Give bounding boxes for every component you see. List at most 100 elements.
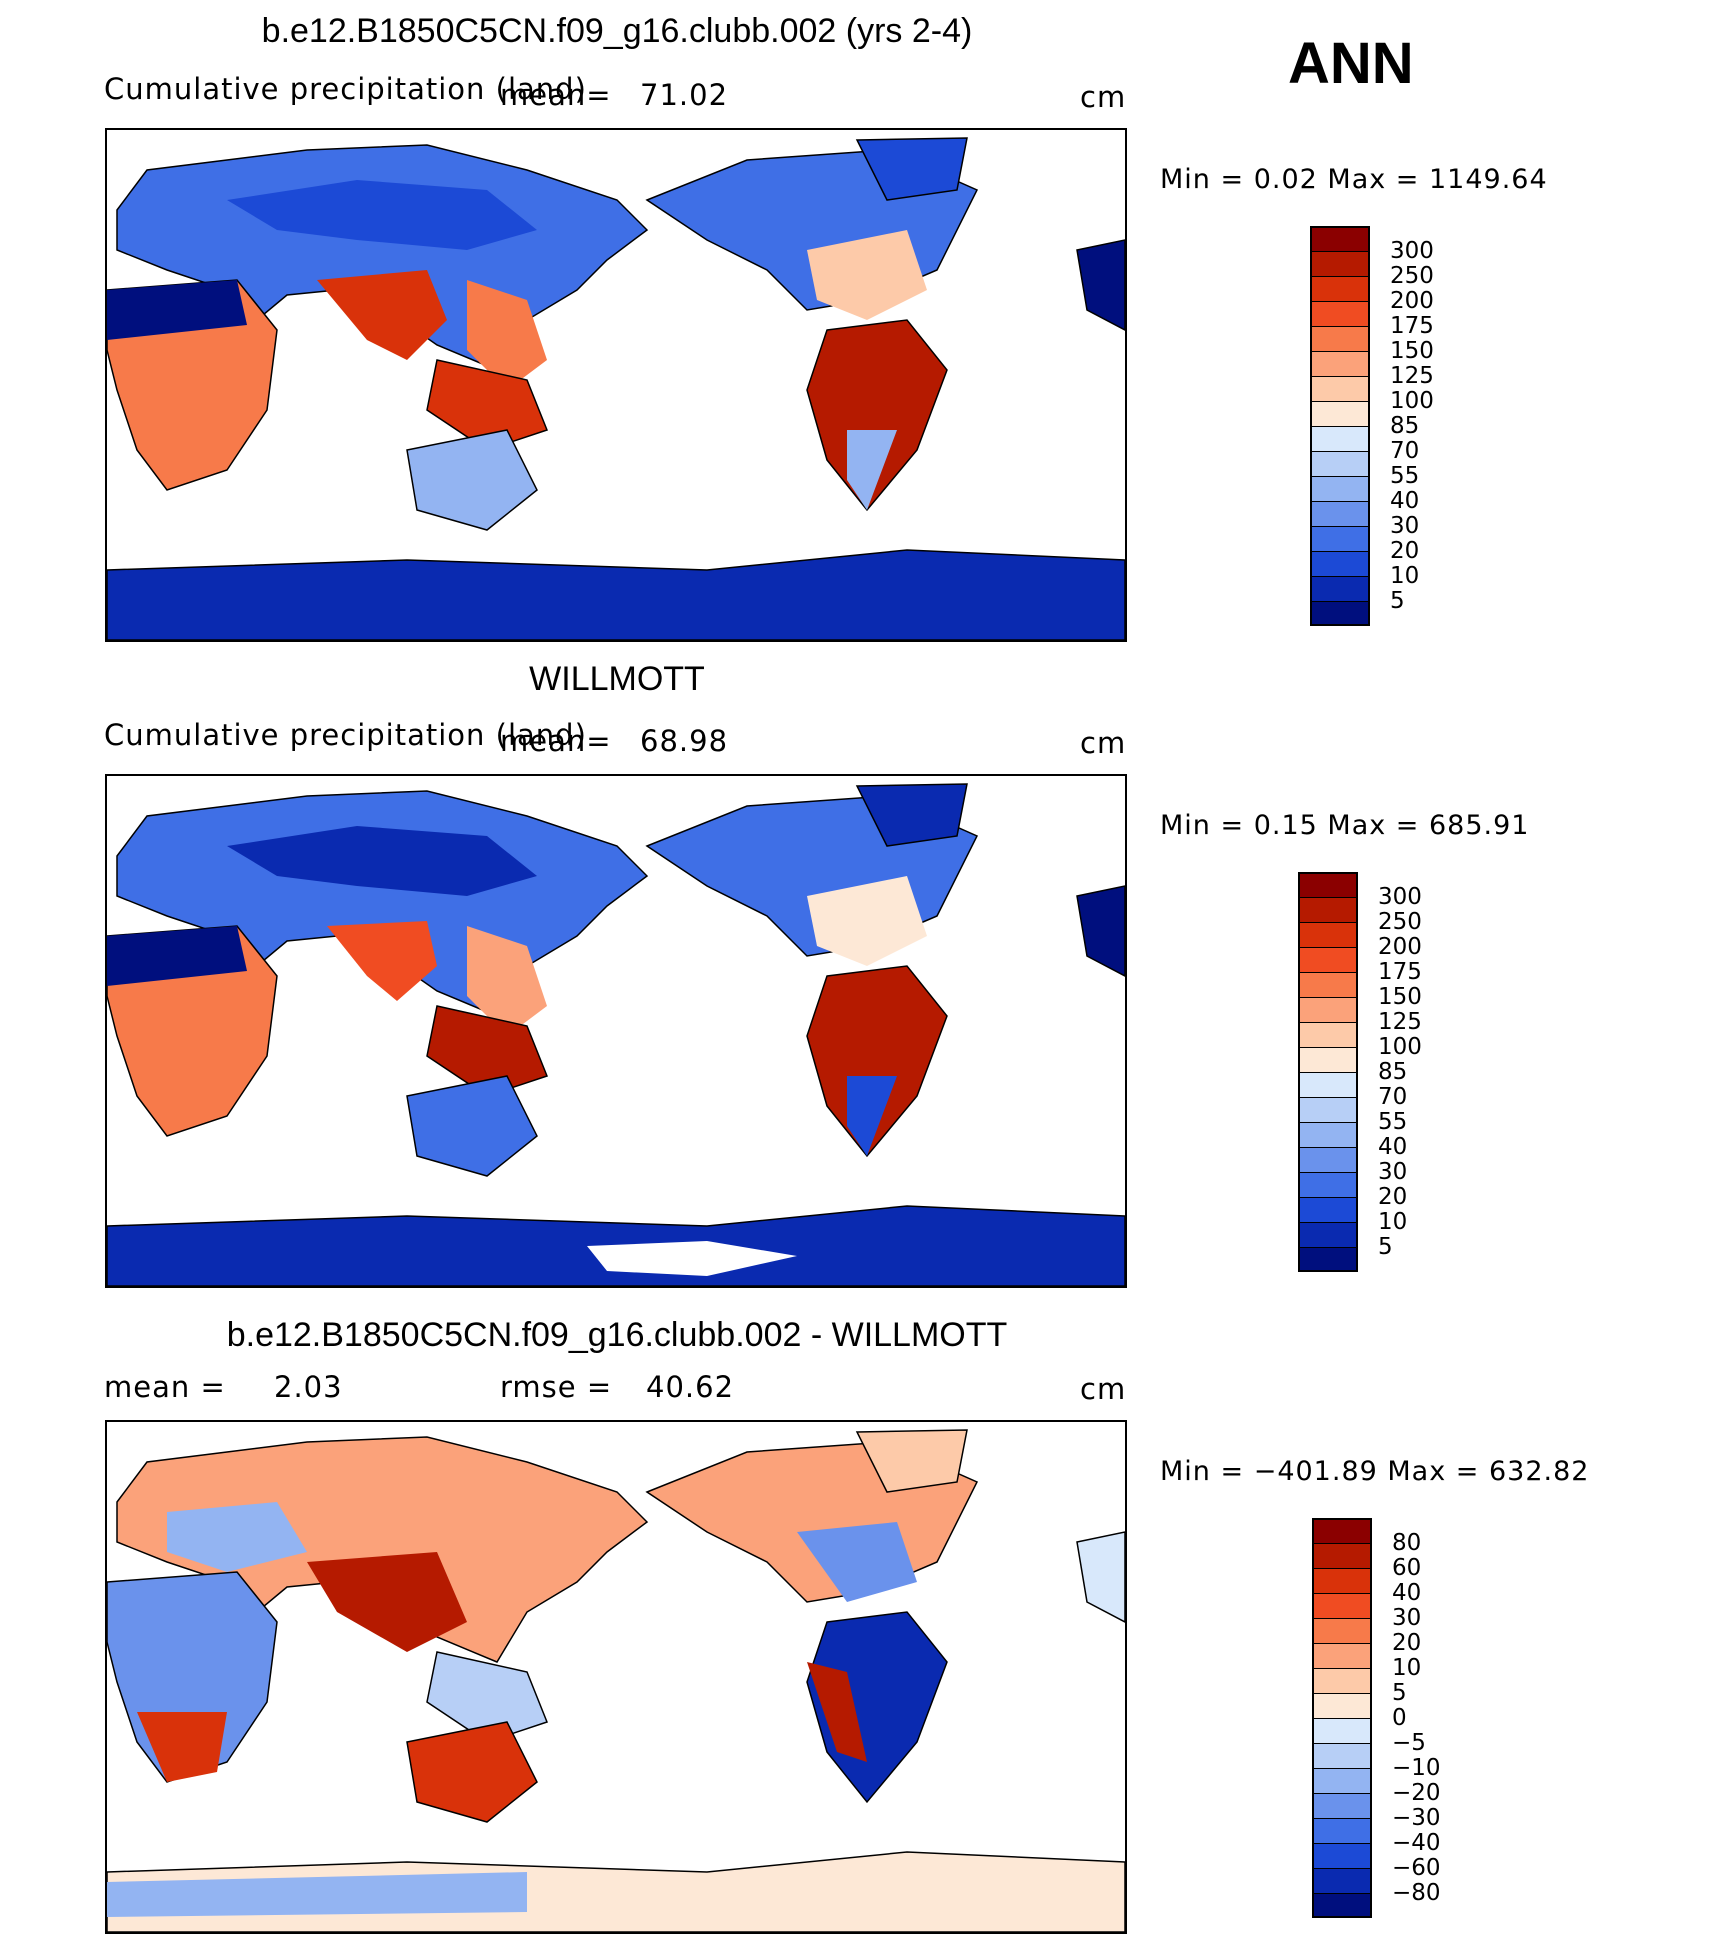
- colorbar-swatch: [1312, 1793, 1372, 1818]
- colorbar-swatch: [1298, 1247, 1358, 1272]
- colorbar-swatch: [1310, 376, 1370, 401]
- greenland-region: [855, 783, 968, 847]
- colorbar-swatch: [1310, 601, 1370, 626]
- east-edge-region: [1076, 239, 1125, 331]
- colorbar-label: −60: [1392, 1855, 1441, 1881]
- colorbar-swatch: [1298, 1047, 1358, 1072]
- colorbar-label: 30: [1378, 1159, 1408, 1185]
- panel3-mean-value: 2.03: [274, 1370, 343, 1404]
- panel1-mean-value: 71.02: [640, 78, 729, 112]
- colorbar-swatch: [1310, 426, 1370, 451]
- south-asia-region: [317, 270, 447, 360]
- antarctica-region: [107, 549, 1125, 640]
- colorbar-label: 40: [1390, 488, 1420, 514]
- panel3-rmse-label: rmse =: [500, 1370, 613, 1404]
- colorbar-swatch: [1298, 1172, 1358, 1197]
- panel2-map-svg: [107, 783, 1125, 1286]
- colorbar-swatch: [1298, 947, 1358, 972]
- tibet-region: [307, 1552, 467, 1652]
- colorbar-swatch: [1312, 1718, 1372, 1743]
- colorbar-label: −40: [1392, 1830, 1441, 1856]
- southern-africa-region: [137, 1712, 227, 1782]
- colorbar-label: −30: [1392, 1805, 1441, 1831]
- south-asia-region: [327, 921, 437, 1001]
- panel3-rmse-value: 40.62: [646, 1370, 735, 1404]
- colorbar-swatch: [1298, 1097, 1358, 1122]
- colorbar-swatch: [1310, 576, 1370, 601]
- colorbar-label: 20: [1392, 1630, 1422, 1656]
- colorbar-swatch: [1312, 1668, 1372, 1693]
- europe-region: [167, 1502, 307, 1572]
- panel2-title: WILLMOTT: [529, 660, 705, 698]
- colorbar-label: 300: [1378, 884, 1422, 910]
- panel2-units: cm: [1080, 726, 1127, 760]
- colorbar-swatch: [1310, 551, 1370, 576]
- colorbar-label: 85: [1390, 413, 1420, 439]
- colorbar-label: 60: [1392, 1555, 1422, 1581]
- colorbar-swatch: [1298, 1122, 1358, 1147]
- colorbar-label: 0: [1392, 1705, 1407, 1731]
- colorbar-label: 125: [1378, 1009, 1422, 1035]
- colorbar-swatch: [1312, 1818, 1372, 1843]
- east-asia-region: [467, 280, 547, 390]
- east-asia-region: [467, 926, 547, 1036]
- antarctica-missing-region: [587, 1241, 797, 1276]
- maritime-asia-region: [426, 1005, 548, 1097]
- colorbar-swatch: [1298, 922, 1358, 947]
- colorbar-swatch: [1298, 1022, 1358, 1047]
- southern-cone-region: [847, 430, 897, 510]
- colorbar-label: 5: [1392, 1680, 1407, 1706]
- colorbar-label: 30: [1390, 513, 1420, 539]
- panel2-mean-label: mean=: [500, 724, 612, 758]
- colorbar-swatch: [1312, 1643, 1372, 1668]
- colorbar-swatch: [1312, 1843, 1372, 1868]
- eastern-us-region: [797, 1522, 917, 1602]
- south-america-region: [806, 965, 948, 1158]
- colorbar-label: 250: [1378, 909, 1422, 935]
- panel3-title: b.e12.B1850C5CN.f09_g16.clubb.002 - WILL…: [226, 1316, 1008, 1354]
- colorbar-swatch: [1312, 1568, 1372, 1593]
- colorbar-label: −20: [1392, 1780, 1441, 1806]
- colorbar-swatch: [1298, 997, 1358, 1022]
- colorbar-label: 20: [1378, 1184, 1408, 1210]
- colorbar-frame: [1312, 1518, 1372, 1918]
- colorbar-label: 30: [1392, 1605, 1422, 1631]
- east-edge-region: [1076, 1531, 1125, 1623]
- panel2-mean-value: 68.98: [640, 724, 729, 758]
- colorbar-swatch: [1310, 301, 1370, 326]
- sahara-region: [107, 926, 247, 986]
- colorbar-swatch: [1312, 1543, 1372, 1568]
- panel2-minmax: Min = 0.15 Max = 685.91: [1160, 810, 1530, 841]
- australia-region: [406, 429, 538, 531]
- south-america-region: [806, 1611, 948, 1804]
- colorbar-swatch: [1312, 1593, 1372, 1618]
- greenland-region: [855, 137, 968, 201]
- colorbar-label: −80: [1392, 1880, 1441, 1906]
- colorbar-label: 10: [1378, 1209, 1408, 1235]
- colorbar-label: 10: [1390, 563, 1420, 589]
- southern-cone-region: [847, 1076, 897, 1156]
- colorbar-label: 70: [1390, 438, 1420, 464]
- colorbar-swatch: [1310, 476, 1370, 501]
- colorbar-label: 200: [1378, 934, 1422, 960]
- colorbar-label: 40: [1392, 1580, 1422, 1606]
- panel3-minmax: Min = −401.89 Max = 632.82: [1160, 1456, 1590, 1487]
- maritime-asia-region: [426, 1651, 548, 1743]
- panel1-map: [105, 128, 1127, 642]
- andes-region: [807, 1662, 867, 1762]
- greenland-region: [855, 1429, 968, 1493]
- colorbar-label: 175: [1378, 959, 1422, 985]
- panel1-mean-label: mean=: [500, 78, 612, 112]
- sahara-region: [107, 280, 247, 340]
- panel2-subtitle: Cumulative precipitation (land): [104, 718, 587, 752]
- colorbar-label: 40: [1378, 1134, 1408, 1160]
- colorbar-label: 70: [1378, 1084, 1408, 1110]
- colorbar-swatch: [1310, 276, 1370, 301]
- colorbar-swatch: [1298, 1222, 1358, 1247]
- colorbar-label: 5: [1390, 588, 1405, 614]
- colorbar-label: 100: [1378, 1034, 1422, 1060]
- colorbar-swatch: [1310, 451, 1370, 476]
- colorbar-label: 20: [1390, 538, 1420, 564]
- panel1-map-svg: [107, 137, 1125, 640]
- colorbar-label: 175: [1390, 313, 1434, 339]
